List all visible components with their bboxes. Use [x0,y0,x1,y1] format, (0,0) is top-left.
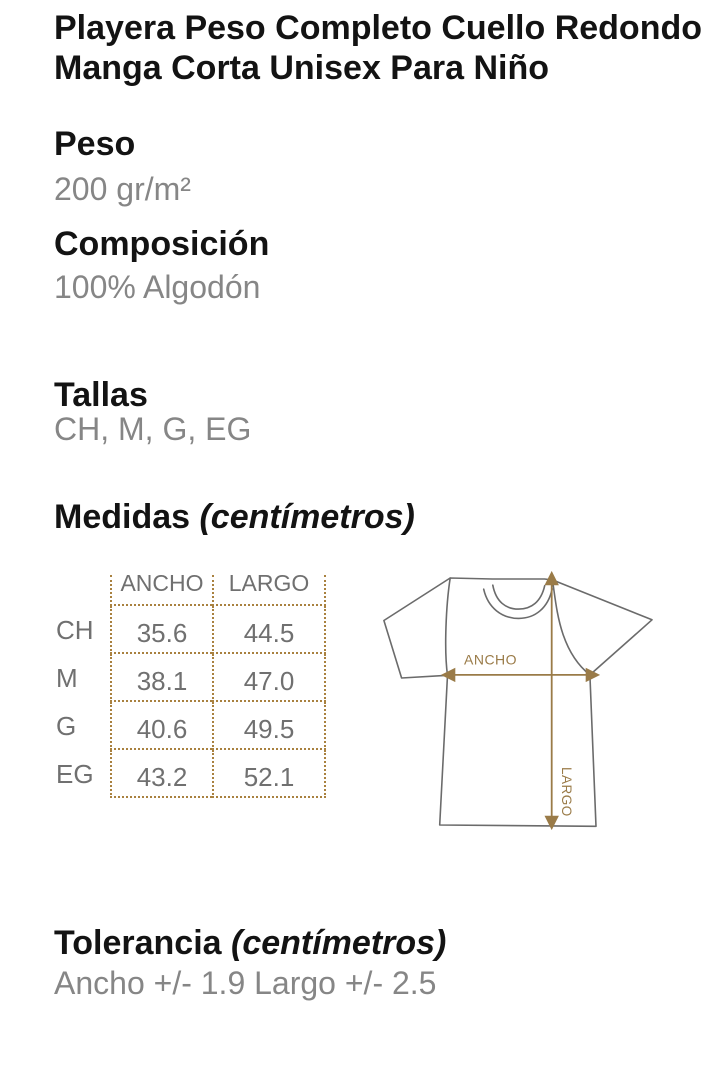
svg-text:ANCHO: ANCHO [464,652,517,668]
svg-text:LARGO: LARGO [559,767,574,817]
